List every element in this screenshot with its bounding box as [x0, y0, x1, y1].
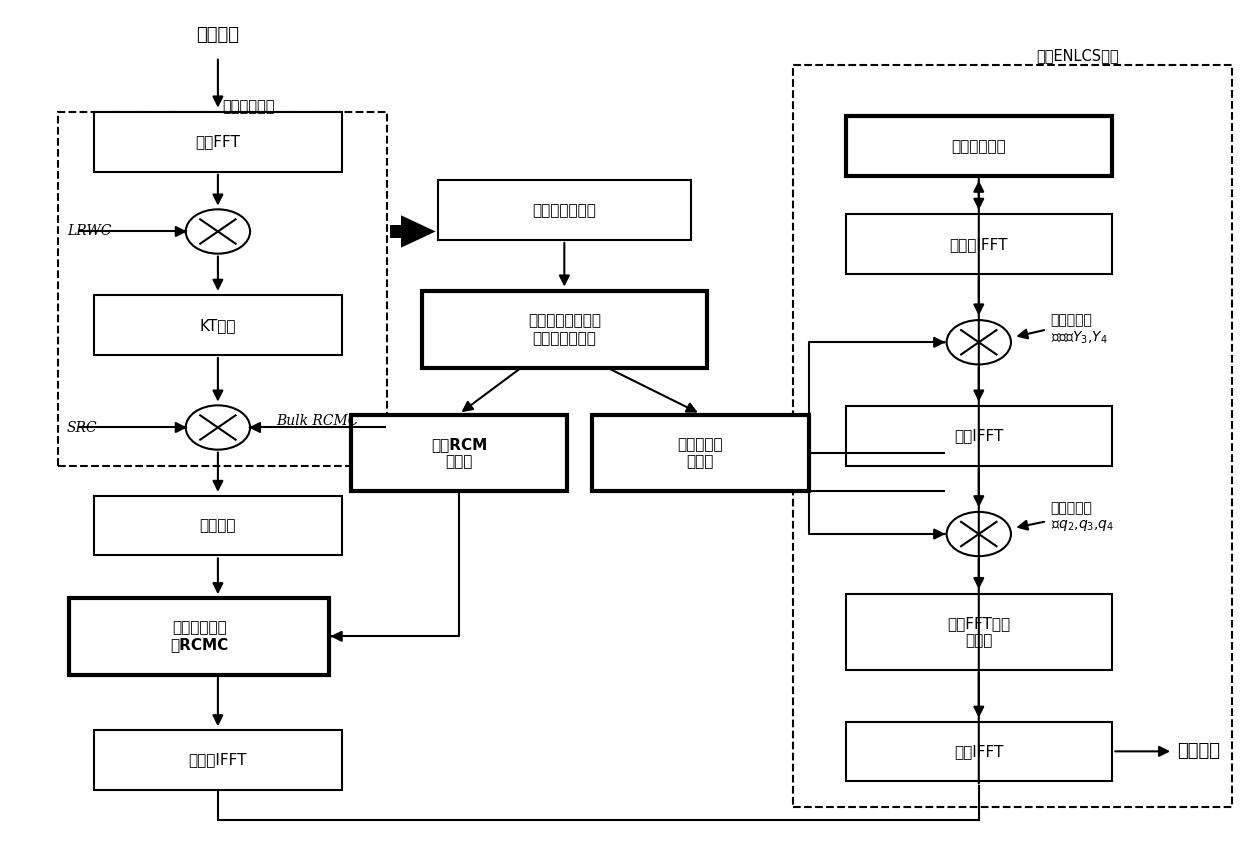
Text: SRC: SRC [67, 421, 98, 434]
FancyBboxPatch shape [94, 730, 342, 790]
Text: 距离向IFFT: 距离向IFFT [188, 752, 247, 768]
Circle shape [946, 512, 1011, 557]
FancyBboxPatch shape [846, 722, 1112, 781]
FancyBboxPatch shape [846, 215, 1112, 274]
Text: 聚焦成像: 聚焦成像 [1177, 742, 1220, 760]
Text: 接收回波: 接收回波 [196, 27, 239, 44]
Text: 方位IFFT: 方位IFFT [954, 744, 1003, 759]
FancyBboxPatch shape [846, 116, 1112, 176]
Text: 方位向IFFT: 方位向IFFT [950, 237, 1008, 251]
FancyBboxPatch shape [94, 296, 342, 355]
Text: LRWC: LRWC [67, 225, 112, 239]
FancyBboxPatch shape [94, 496, 342, 556]
FancyBboxPatch shape [593, 415, 808, 492]
FancyBboxPatch shape [846, 406, 1112, 466]
FancyBboxPatch shape [422, 292, 707, 368]
Circle shape [186, 405, 250, 450]
FancyBboxPatch shape [69, 598, 330, 675]
Text: 方位空变的剩
余RCMC: 方位空变的剩 余RCMC [170, 620, 228, 652]
Polygon shape [389, 225, 401, 239]
Text: 距离向预处理: 距离向预处理 [223, 99, 275, 115]
Text: 空间斜距、斜视角
的距离空变模型: 空间斜距、斜视角 的距离空变模型 [528, 313, 601, 345]
Text: 距离压缩: 距离压缩 [200, 518, 236, 533]
FancyBboxPatch shape [94, 112, 342, 172]
Polygon shape [401, 215, 435, 248]
Circle shape [946, 320, 1011, 364]
Circle shape [186, 209, 250, 254]
Text: 剩余RCM
重建模: 剩余RCM 重建模 [432, 437, 487, 469]
FancyBboxPatch shape [438, 180, 691, 240]
Text: 多普勒参数
重建模: 多普勒参数 重建模 [677, 437, 723, 469]
FancyBboxPatch shape [351, 415, 568, 492]
Text: 三维等距圆模型: 三维等距圆模型 [532, 203, 596, 218]
Text: 改进ENLCS均衡: 改进ENLCS均衡 [1037, 49, 1118, 63]
Text: 高次相位补
偿因子$Y_3$,$Y_4$: 高次相位补 偿因子$Y_3$,$Y_4$ [1050, 313, 1107, 346]
FancyBboxPatch shape [846, 593, 1112, 670]
Text: KT变换: KT变换 [200, 318, 236, 333]
Text: Bulk RCMC: Bulk RCMC [277, 414, 358, 428]
Text: 去除中心频率: 去除中心频率 [951, 139, 1006, 154]
Text: 方位FFT，方
位压缩: 方位FFT，方 位压缩 [947, 616, 1011, 648]
Text: 方位IFFT: 方位IFFT [954, 428, 1003, 444]
Text: 距离FFT: 距离FFT [196, 134, 241, 150]
Text: 时域均衡因
子$q_2$,$q_3$,$q_4$: 时域均衡因 子$q_2$,$q_3$,$q_4$ [1050, 501, 1114, 533]
